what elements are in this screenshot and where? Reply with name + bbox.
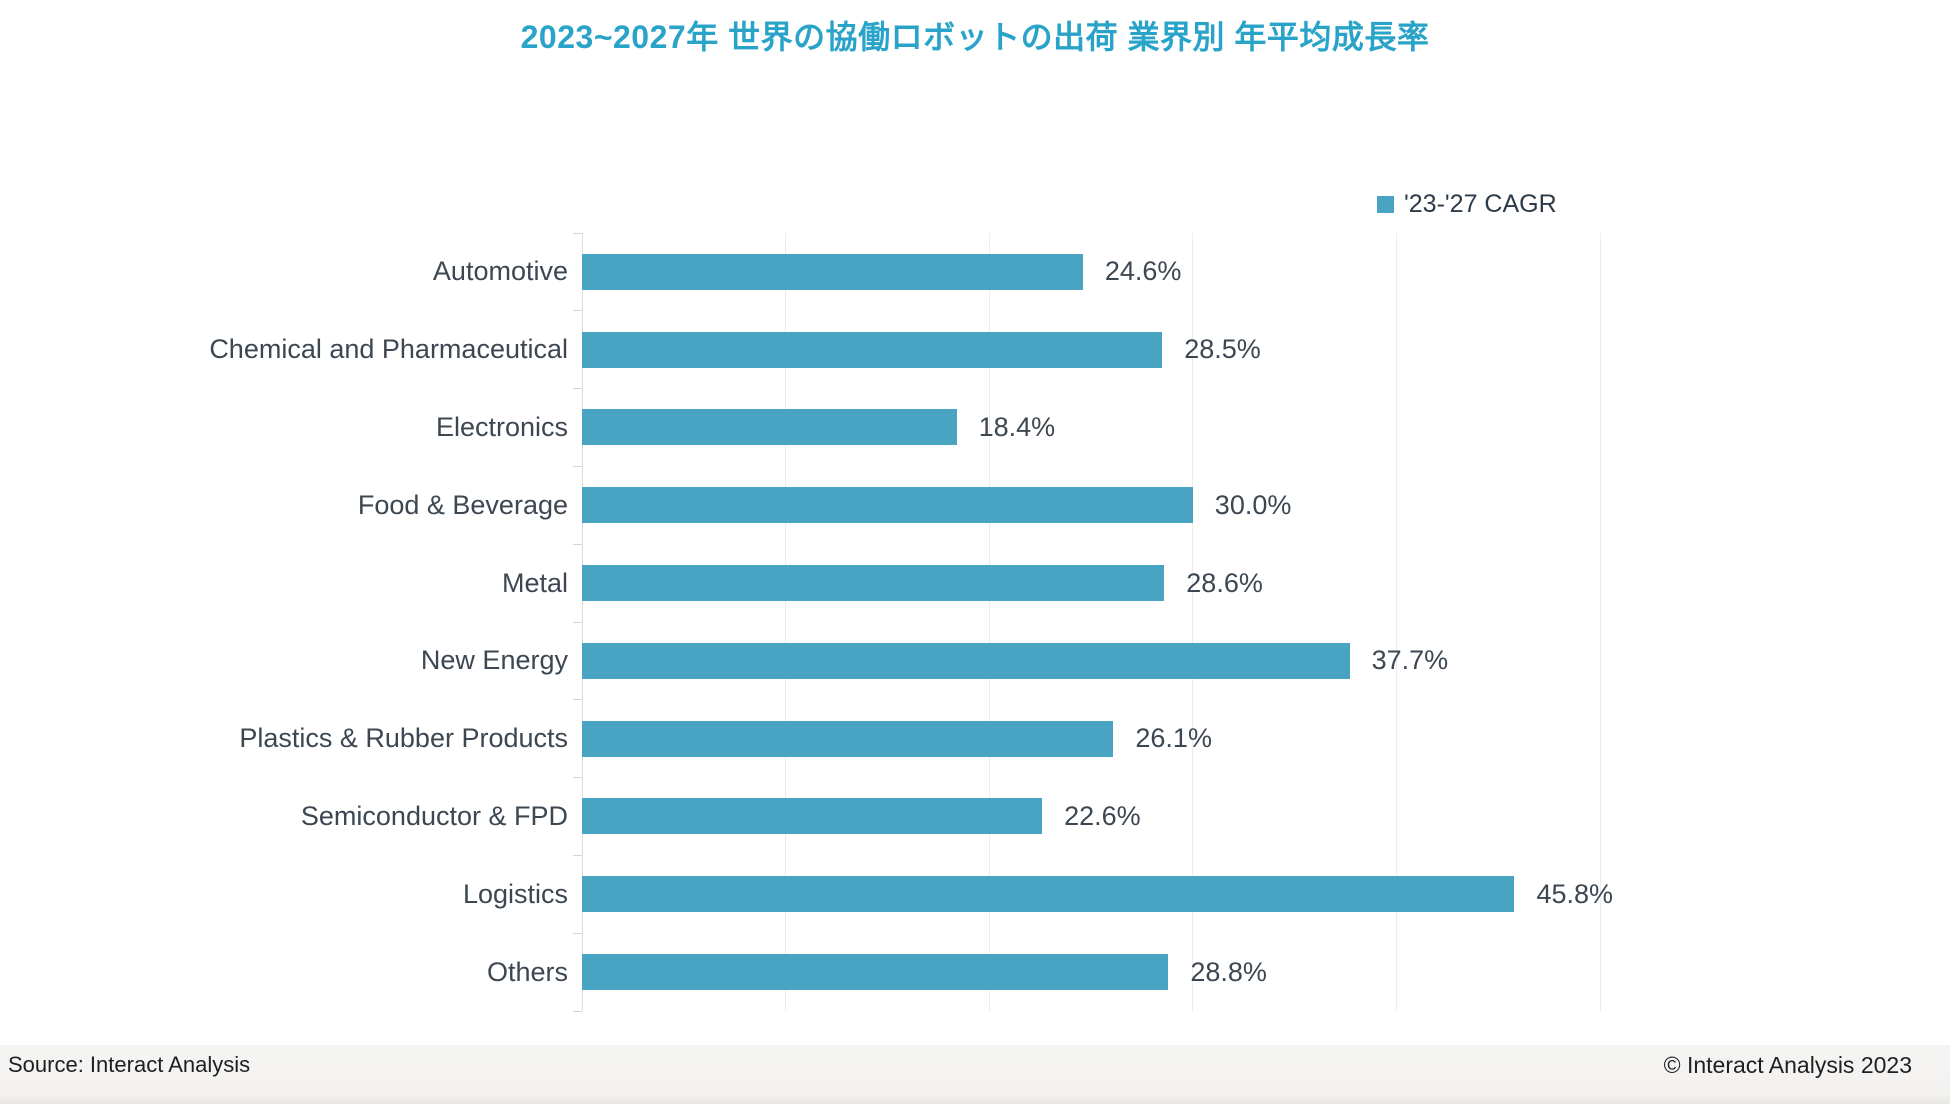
plot-area: Automotive 24.6% Chemical and Pharmaceutic… (209, 232, 1613, 1012)
legend: '23-'27 CAGR (1377, 190, 1557, 218)
category-label: Chemical and Pharmaceutical (209, 334, 568, 365)
category-label: Others (486, 956, 568, 987)
axis-tick (573, 310, 582, 312)
bar (582, 487, 1193, 524)
category-label: New Energy (420, 645, 568, 676)
axis-tick (573, 699, 582, 701)
legend-swatch-icon (1377, 195, 1394, 213)
category-label: Food & Beverage (357, 489, 568, 520)
gridline-10-percent (785, 233, 787, 1011)
bar (582, 331, 1163, 368)
y-axis-line (581, 233, 583, 1011)
value-label: 24.6% (1104, 256, 1182, 287)
bar-row: Semiconductor & FPD 22.6% (301, 778, 1600, 856)
axis-tick (573, 543, 582, 545)
bar-row: Logistics 45.8% (463, 855, 1613, 933)
value-label: 28.5% (1184, 334, 1261, 365)
bar (582, 954, 1169, 991)
axis-tick (573, 465, 582, 467)
value-label: 18.4% (978, 411, 1056, 442)
gridline-30-percent (1192, 233, 1194, 1011)
bar (582, 409, 957, 446)
legend-label: '23-'27 CAGR (1404, 189, 1557, 218)
category-label: Semiconductor & FPD (300, 800, 568, 831)
bar-row: Electronics 18.4% (436, 389, 1600, 467)
value-label: 22.6% (1064, 800, 1141, 831)
bar-row: New Energy 37.7% (421, 622, 1600, 700)
category-label: Logistics (462, 878, 568, 909)
category-label: Automotive (432, 256, 568, 287)
axis-tick (573, 1010, 582, 1012)
bar-row: Food & Beverage 30.0% (358, 466, 1600, 544)
gridline-40-percent (1395, 233, 1397, 1011)
copyright-text: © Interact Analysis 2023 (1663, 1052, 1912, 1078)
bar (582, 798, 1043, 835)
bar-row: Chemical and Pharmaceutical 28.5% (209, 311, 1600, 389)
chart-title: 2023~2027年 世界の協働ロボットの出荷 業界別 年平均成長率 (520, 19, 1430, 55)
bar (582, 565, 1165, 602)
source-text: Source: Interact Analysis (8, 1052, 251, 1077)
category-label: Plastics & Rubber Products (239, 723, 568, 754)
bar (582, 876, 1515, 913)
value-label: 45.8% (1536, 878, 1614, 909)
bar (582, 642, 1350, 679)
axis-tick (573, 388, 582, 390)
axis-tick (573, 932, 582, 934)
category-label: Metal (501, 567, 568, 598)
axis-tick (573, 621, 582, 623)
bar-row: Others 28.8% (487, 933, 1600, 1011)
axis-tick (573, 232, 582, 234)
value-label: 26.1% (1135, 723, 1212, 754)
footer: Source: Interact Analysis © Interact Ana… (0, 1045, 1950, 1104)
bar (582, 253, 1083, 290)
gridline-50-percent (1599, 233, 1601, 1011)
bar-row: Metal 28.6% (502, 544, 1600, 622)
value-label: 37.7% (1371, 645, 1449, 676)
gridline-20-percent (988, 233, 990, 1011)
value-label: 28.8% (1190, 956, 1267, 987)
axis-tick (573, 777, 582, 779)
value-label: 30.0% (1214, 489, 1292, 520)
axis-tick (573, 854, 582, 856)
bar-row: Automotive 24.6% (433, 233, 1600, 311)
bar (582, 720, 1114, 757)
value-label: 28.6% (1186, 567, 1263, 598)
bar-row: Plastics & Rubber Products 26.1% (239, 700, 1600, 778)
category-label: Electronics (435, 411, 568, 442)
